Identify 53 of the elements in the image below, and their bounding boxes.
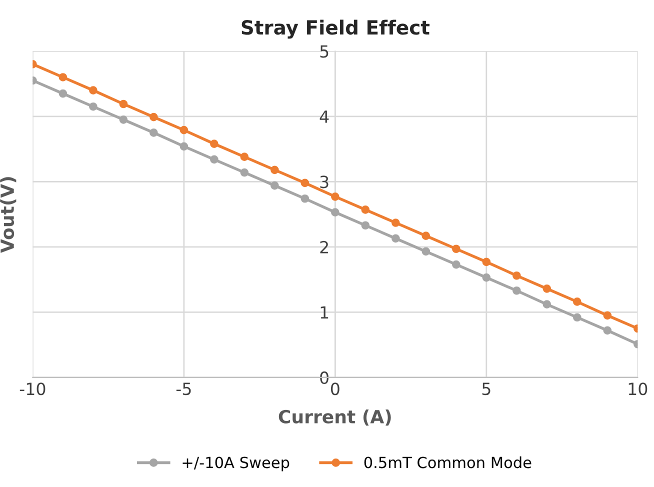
chart-title: Stray Field Effect: [242, 20, 430, 39]
point: [482, 273, 491, 282]
point: [331, 192, 340, 201]
point: [58, 89, 68, 98]
x-tick-label: -10: [20, 382, 46, 396]
point: [603, 326, 612, 335]
point: [180, 126, 188, 134]
point: [542, 284, 552, 293]
x-tick-label: 10: [628, 382, 648, 396]
point: [512, 286, 521, 295]
y-tick-label: 3: [320, 176, 328, 188]
point: [210, 140, 218, 148]
point: [603, 311, 612, 320]
point: [270, 166, 279, 174]
point: [270, 181, 279, 190]
point: [240, 168, 249, 177]
point: [392, 234, 400, 243]
point: [452, 260, 460, 269]
point: [300, 194, 310, 203]
point: [119, 115, 128, 124]
point: [572, 298, 582, 306]
y-tick-label: 1: [320, 306, 328, 318]
point: [392, 218, 400, 227]
x-tick-label: 5: [482, 382, 490, 396]
point: [89, 102, 98, 111]
legend-label: 0.5mT Common Mode: [364, 456, 532, 468]
point: [150, 128, 158, 137]
point: [482, 258, 491, 266]
y-tick-label: 2: [320, 240, 328, 254]
x-tick-label: -5: [176, 382, 191, 396]
point: [150, 112, 158, 122]
point: [240, 152, 249, 162]
point: [452, 244, 460, 254]
point: [572, 313, 582, 322]
point: [422, 232, 430, 240]
point: [58, 73, 68, 82]
point: [542, 300, 552, 309]
point: [180, 142, 188, 151]
point: [422, 247, 430, 256]
y-tick-label: 5: [320, 45, 328, 58]
point: [331, 208, 340, 216]
y-tick-label: 4: [320, 110, 329, 123]
point: [300, 178, 310, 188]
point: [361, 221, 370, 230]
point: [119, 100, 128, 108]
x-tick-label: 0: [330, 382, 340, 396]
y-axis-title: Vout(V): [0, 177, 16, 253]
point: [210, 155, 218, 164]
point: [361, 206, 370, 214]
point: [512, 271, 521, 280]
x-axis-title: Current (A): [278, 410, 391, 426]
legend-label: +/-10A Sweep: [182, 456, 290, 472]
point: [89, 86, 98, 94]
